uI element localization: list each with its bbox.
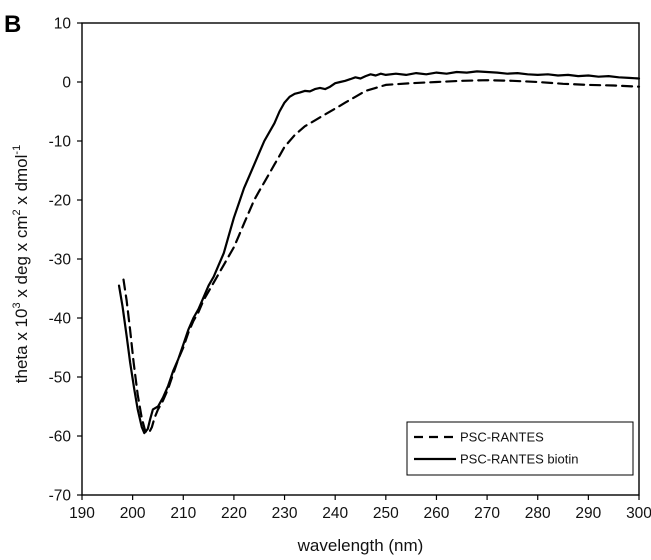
x-tick-label: 190: [69, 505, 95, 522]
x-tick-label: 250: [373, 505, 399, 522]
legend: PSC-RANTES PSC-RANTES biotin: [406, 421, 634, 476]
panel-label: B: [4, 11, 21, 38]
y-tick-label: -20: [49, 193, 72, 210]
series-line-psc-rantes-biotin: [117, 70, 641, 435]
y-axis-ticks: 10 0 -10 -20 -30 -40 -50 -60 -70: [49, 16, 82, 505]
x-tick-label: 230: [272, 505, 298, 522]
y-axis-label: theta x 103 x deg x cm2 x dmol-1: [11, 145, 31, 383]
x-axis-ticks: 190 200 210 220 230 240 250 260 270 280 290 300: [69, 495, 651, 522]
series-line-psc-rantes: [122, 79, 641, 435]
y-axis-label-part-b: x deg x cm: [12, 215, 31, 302]
series-layer: [117, 70, 641, 435]
x-tick-label: 290: [575, 505, 601, 522]
plot-frame: [81, 22, 640, 496]
y-axis-label-part-c: x dmol: [12, 155, 31, 210]
x-tick-label: 240: [322, 505, 348, 522]
legend-label-psc-rantes-biotin: PSC-RANTES biotin: [460, 452, 578, 467]
y-tick-label: -40: [49, 311, 72, 328]
x-tick-label: 210: [170, 505, 196, 522]
x-tick-label: 260: [424, 505, 450, 522]
y-tick-label: -10: [49, 134, 72, 151]
x-tick-label: 300: [626, 505, 651, 522]
y-axis-label-part-a: theta x 10: [12, 309, 31, 384]
y-axis-label-sup-a: 3: [11, 302, 23, 308]
y-tick-label: 0: [62, 75, 71, 92]
y-tick-label: -50: [49, 370, 72, 387]
x-tick-label: 200: [120, 505, 146, 522]
x-tick-label: 280: [525, 505, 551, 522]
legend-box: [406, 421, 634, 476]
y-tick-label: -30: [49, 252, 72, 269]
x-tick-label: 220: [221, 505, 247, 522]
y-tick-label: 10: [54, 16, 72, 33]
legend-label-psc-rantes: PSC-RANTES: [460, 430, 544, 445]
x-tick-label: 270: [474, 505, 500, 522]
y-axis-label-sup-c: -1: [11, 145, 23, 155]
x-axis-label: wavelength (nm): [297, 536, 424, 555]
y-axis-label-sup-b: 2: [11, 209, 23, 215]
y-tick-label: -60: [49, 429, 72, 446]
y-tick-label: -70: [49, 488, 72, 505]
